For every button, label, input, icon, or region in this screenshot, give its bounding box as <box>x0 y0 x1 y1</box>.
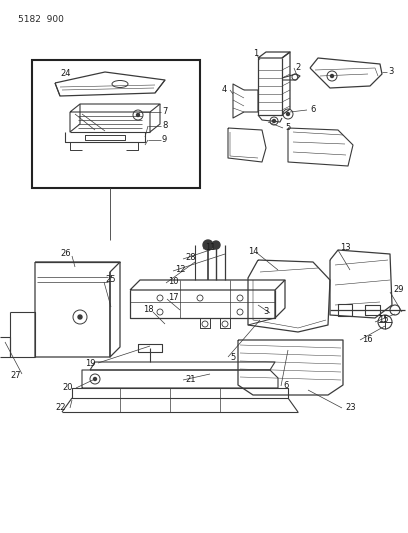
Text: 4: 4 <box>222 85 227 94</box>
Text: 25: 25 <box>105 276 115 285</box>
Text: 2: 2 <box>295 63 300 72</box>
Text: 13: 13 <box>340 244 350 253</box>
Text: 8: 8 <box>162 122 167 131</box>
Text: 6: 6 <box>283 381 288 390</box>
Circle shape <box>78 315 82 319</box>
Text: 11: 11 <box>205 244 215 253</box>
Text: 18: 18 <box>143 305 154 314</box>
Text: 23: 23 <box>345 403 356 413</box>
Text: 3: 3 <box>263 308 268 317</box>
Text: 29: 29 <box>393 286 404 295</box>
Circle shape <box>273 119 275 123</box>
Text: 12: 12 <box>175 265 186 274</box>
Text: 24: 24 <box>60 69 71 77</box>
Text: 10: 10 <box>168 278 179 287</box>
Text: 5: 5 <box>230 353 235 362</box>
Circle shape <box>330 75 333 77</box>
Text: 15: 15 <box>378 316 388 325</box>
Text: 6: 6 <box>310 106 315 115</box>
Text: 9: 9 <box>162 135 167 144</box>
Text: 19: 19 <box>85 359 95 367</box>
Text: 21: 21 <box>185 376 195 384</box>
Text: 16: 16 <box>362 335 373 344</box>
Circle shape <box>93 377 97 381</box>
Circle shape <box>212 241 220 249</box>
Text: 14: 14 <box>248 247 259 256</box>
Text: 17: 17 <box>168 294 179 303</box>
Text: 1: 1 <box>253 49 258 58</box>
Text: 28: 28 <box>185 254 195 262</box>
Circle shape <box>286 112 290 116</box>
Text: 3: 3 <box>388 68 393 77</box>
Text: 20: 20 <box>62 384 73 392</box>
Text: 5182  900: 5182 900 <box>18 15 64 25</box>
Text: 26: 26 <box>60 249 71 259</box>
Text: 22: 22 <box>55 403 66 413</box>
Bar <box>32 60 200 188</box>
Text: 5: 5 <box>285 124 290 133</box>
Text: 7: 7 <box>162 108 167 117</box>
Circle shape <box>137 114 140 117</box>
Text: 27: 27 <box>10 370 21 379</box>
Circle shape <box>203 240 213 250</box>
